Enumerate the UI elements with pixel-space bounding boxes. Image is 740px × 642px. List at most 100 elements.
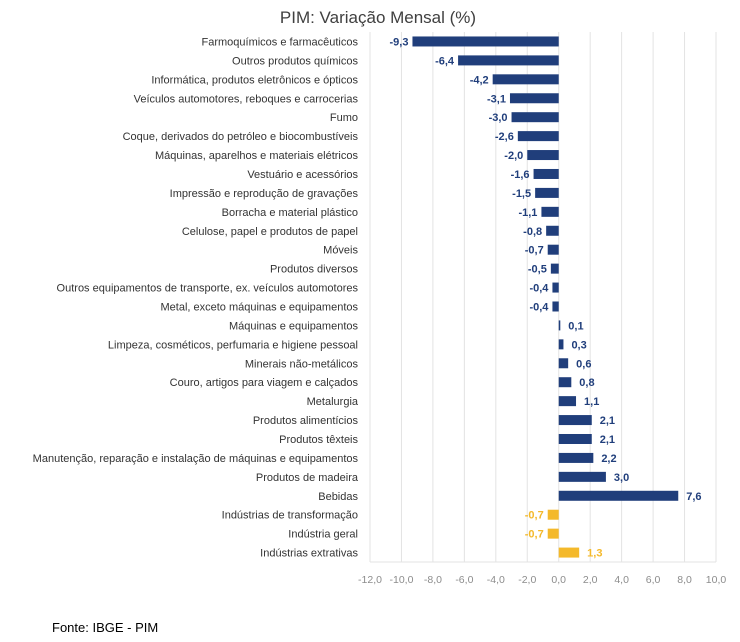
bar [492, 74, 559, 85]
category-label: Fumo [330, 112, 358, 124]
value-label: 0,3 [571, 339, 586, 351]
category-label: Celulose, papel e produtos de papel [182, 226, 358, 238]
value-label: 0,6 [576, 358, 591, 370]
category-label: Manutenção, reparação e instalação de má… [33, 453, 359, 465]
bars [412, 36, 679, 558]
value-label: 1,1 [584, 396, 599, 408]
value-label: -3,0 [489, 112, 508, 124]
category-label: Máquinas, aparelhos e materiais elétrico… [155, 150, 358, 162]
category-label: Outros produtos químicos [232, 55, 358, 67]
value-label: -1,5 [512, 188, 531, 200]
value-label: -1,6 [511, 169, 530, 181]
category-label: Produtos têxteis [279, 434, 358, 446]
bar [558, 320, 561, 331]
bar [547, 528, 559, 539]
category-label: Indústrias extrativas [260, 548, 358, 560]
x-tick-label: 0,0 [551, 574, 566, 586]
bar [546, 225, 559, 236]
bar [527, 150, 559, 161]
bar [535, 187, 559, 198]
x-tick-label: 8,0 [677, 574, 692, 586]
category-label: Produtos de madeira [256, 472, 359, 484]
bar [558, 547, 580, 558]
category-label: Metal, exceto máquinas e equipamentos [160, 301, 358, 313]
x-tick-label: 2,0 [583, 574, 598, 586]
chart-title: PIM: Variação Mensal (%) [280, 8, 476, 27]
category-label: Produtos alimentícios [253, 415, 359, 427]
bar [558, 377, 572, 388]
bar [412, 36, 559, 47]
category-label: Móveis [323, 245, 358, 257]
category-label: Indústrias de transformação [222, 510, 358, 522]
x-tick-label: -6,0 [455, 574, 473, 586]
bar [558, 433, 592, 444]
x-tick-label: -8,0 [424, 574, 442, 586]
value-label: -4,2 [470, 74, 489, 86]
bar [550, 263, 559, 274]
category-label: Minerais não-metálicos [245, 358, 359, 370]
value-label: 0,1 [568, 320, 583, 332]
value-label: -2,6 [495, 131, 514, 143]
value-label: 2,1 [600, 434, 615, 446]
bar [558, 339, 564, 350]
category-label: Metalurgia [307, 396, 359, 408]
bar [558, 396, 577, 407]
bar [509, 93, 559, 104]
category-label: Bebidas [318, 491, 358, 503]
x-tick-label: -10,0 [389, 574, 413, 586]
value-label: -1,1 [518, 207, 537, 219]
bar [517, 131, 559, 142]
bar [547, 509, 559, 520]
value-label: -6,4 [435, 55, 455, 67]
value-label: -9,3 [389, 36, 408, 48]
bar [558, 471, 606, 482]
value-label: -0,5 [528, 264, 547, 276]
value-label: -0,4 [529, 283, 549, 295]
value-label: 1,3 [587, 548, 602, 560]
category-label: Veículos automotores, reboques e carroce… [134, 93, 359, 105]
bar [552, 282, 559, 293]
value-label: 7,6 [686, 491, 701, 503]
value-label: 2,2 [601, 453, 616, 465]
category-labels: Farmoquímicos e farmacêuticos Outros prod… [33, 36, 359, 559]
bar [558, 358, 569, 369]
value-label: -0,7 [525, 529, 544, 541]
category-label: Outros equipamentos de transporte, ex. v… [57, 283, 359, 295]
x-tick-label: -12,0 [358, 574, 382, 586]
x-tick-label: 6,0 [646, 574, 661, 586]
value-label: -0,4 [529, 301, 549, 313]
category-label: Vestuário e acessórios [247, 169, 358, 181]
x-axis-ticks: -12,0 -10,0 -8,0 -6,0 -4,0 -2,0 0,0 2,0 4,0 6,0 8,… [358, 574, 726, 586]
value-label: 3,0 [614, 472, 629, 484]
value-label: -3,1 [487, 93, 506, 105]
category-label: Farmoquímicos e farmacêuticos [202, 36, 359, 48]
value-label: 2,1 [600, 415, 615, 427]
category-label: Impressão e reprodução de gravações [170, 188, 359, 200]
x-tick-label: -4,0 [487, 574, 505, 586]
bar [547, 244, 559, 255]
bar [511, 112, 559, 123]
x-tick-label: 4,0 [614, 574, 629, 586]
bar [558, 452, 594, 463]
source-note: Fonte: IBGE - PIM [52, 620, 159, 635]
value-label: 0,8 [579, 377, 594, 389]
category-label: Limpeza, cosméticos, perfumaria e higien… [108, 339, 358, 351]
bar [558, 490, 679, 501]
x-tick-label: 10,0 [706, 574, 727, 586]
bar [552, 301, 559, 312]
bar [541, 206, 559, 217]
category-label: Produtos diversos [270, 264, 359, 276]
value-label: -2,0 [504, 150, 523, 162]
category-label: Borracha e material plástico [222, 207, 358, 219]
category-label: Couro, artigos para viagem e calçados [170, 377, 359, 389]
value-label: -0,7 [525, 245, 544, 257]
category-label: Informática, produtos eletrônicos e ópti… [151, 74, 358, 86]
gridlines [369, 32, 717, 563]
bar [458, 55, 559, 66]
category-label: Máquinas e equipamentos [229, 320, 359, 332]
value-label: -0,7 [525, 510, 544, 522]
value-labels: -9,3 -6,4 -4,2 -3,1 -3,0 -2,6 -2,0 -1,6 -1,5 -1,1… [389, 36, 701, 559]
x-tick-label: -2,0 [518, 574, 536, 586]
bar [558, 415, 592, 426]
